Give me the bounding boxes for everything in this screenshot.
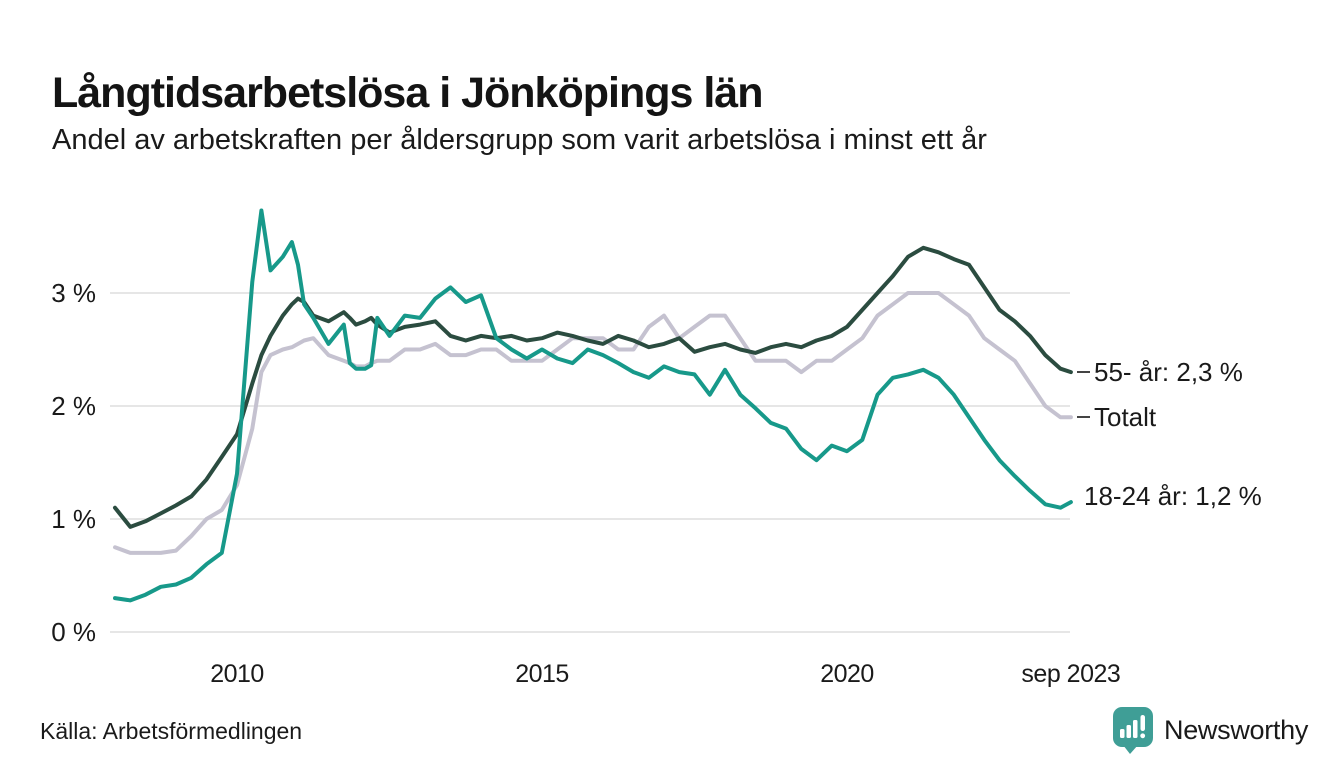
- x-tick-label-2015: 2015: [515, 660, 569, 688]
- end-label-dash-55-ar: [1077, 371, 1090, 374]
- series-line-18-24-ar: [113, 208, 1073, 603]
- series-end-label-text-55-ar: 55- år: 2,3 %: [1094, 357, 1243, 388]
- newsworthy-logo[interactable]: Newsworthy: [1112, 706, 1308, 754]
- series-end-label-55-ar: 55- år: 2,3 %: [1077, 355, 1243, 389]
- series-line-55-ar: [113, 245, 1073, 529]
- page-title: Långtidsarbetslösa i Jönköpings län: [52, 68, 763, 117]
- series-end-label-text-18-24-ar: 18-24 år: 1,2 %: [1084, 481, 1262, 512]
- x-tick-label-sep-2023: sep 2023: [1021, 660, 1121, 688]
- x-tick-label-2010: 2010: [210, 660, 264, 688]
- y-tick-label-2: 2 %: [51, 391, 96, 421]
- series-end-label-totalt: Totalt: [1077, 400, 1156, 434]
- newsworthy-logo-text: Newsworthy: [1164, 714, 1309, 745]
- y-tick-label-3: 3 %: [51, 278, 96, 308]
- series-line-totalt: [113, 291, 1073, 555]
- page-subtitle: Andel av arbetskraften per åldersgrupp s…: [52, 124, 987, 156]
- source-text: Källa: Arbetsförmedlingen: [40, 718, 303, 744]
- y-tick-label-0: 0 %: [51, 617, 96, 647]
- chart-svg: [110, 208, 1073, 633]
- y-tick-label-1: 1 %: [51, 504, 96, 534]
- series-end-label-18-24-ar: 18-24 år: 1,2 %: [1077, 479, 1262, 513]
- series-end-label-text-totalt: Totalt: [1094, 402, 1157, 433]
- end-label-dash-totalt: [1077, 416, 1090, 419]
- newsworthy-logo-icon: [1113, 707, 1153, 754]
- x-tick-label-2020: 2020: [820, 660, 874, 688]
